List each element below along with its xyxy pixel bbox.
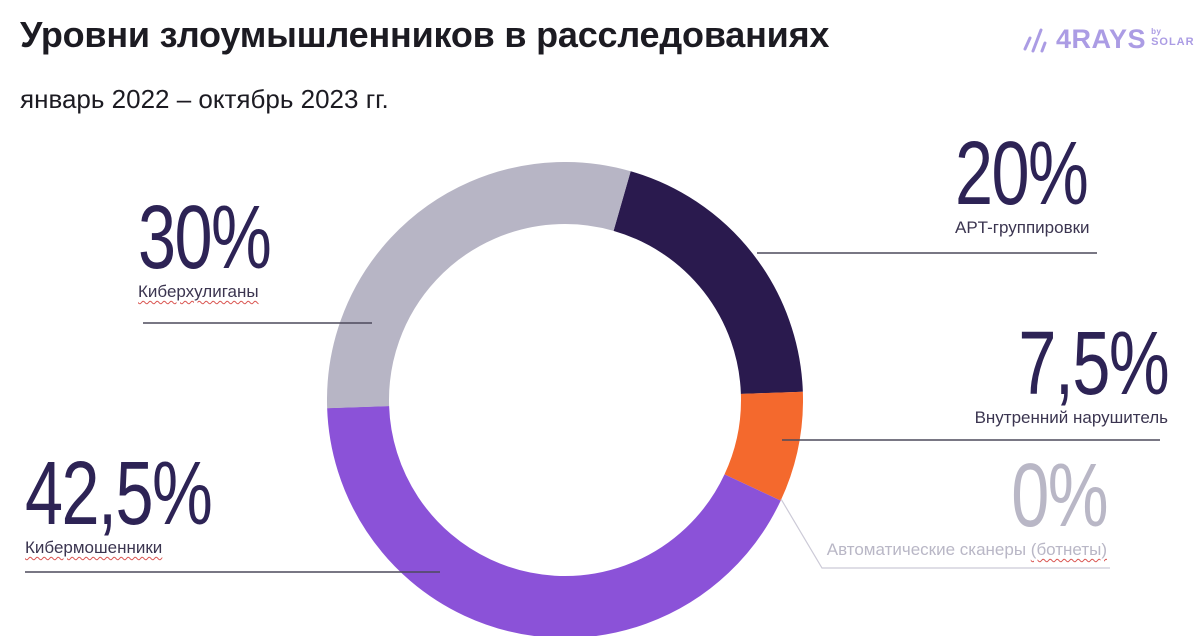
logo-solar-text: SOLAR <box>1151 36 1195 48</box>
logo-brand-text: 4RAYS <box>1056 24 1147 54</box>
callout-botnets: 0% Автоматические сканеры (ботнеты) <box>790 446 1109 560</box>
callout-fraudsters: 42,5% Кибермошенники <box>25 444 270 558</box>
label-fraudsters: Кибермошенники <box>25 538 163 557</box>
brand-logo: 4RAYS by SOLAR <box>1022 24 1195 55</box>
label-hooligans: Киберхулиганы <box>138 282 259 301</box>
logo-by-text: by <box>1151 27 1162 36</box>
callout-hooligans: 30% Киберхулиганы <box>138 188 312 302</box>
value-hooligans: 30% <box>138 188 272 288</box>
donut-slice-30 <box>327 162 803 636</box>
value-botnets: 0% <box>1011 446 1108 546</box>
value-apt: 20% <box>955 124 1089 224</box>
donut-slice-7.5 <box>327 162 803 636</box>
rays-icon <box>1023 28 1047 53</box>
value-fraudsters: 42,5% <box>25 444 213 544</box>
callout-apt: 20% APT-группировки <box>955 124 1129 238</box>
page-title: Уровни злоумышленников в расследованиях <box>20 14 830 55</box>
donut-chart <box>327 162 803 636</box>
logo-suffix: by SOLAR <box>1151 24 1195 48</box>
label-botnets: Автоматические сканеры (ботнеты) <box>826 540 1107 559</box>
value-insider: 7,5% <box>1018 314 1169 414</box>
donut-slice-42.5 <box>327 162 803 636</box>
callout-insider: 7,5% Внутренний нарушитель <box>850 314 1170 428</box>
page-subtitle: январь 2022 – октябрь 2023 гг. <box>20 84 389 114</box>
label-insider: Внутренний нарушитель <box>974 408 1168 427</box>
label-apt: APT-группировки <box>955 218 1090 237</box>
